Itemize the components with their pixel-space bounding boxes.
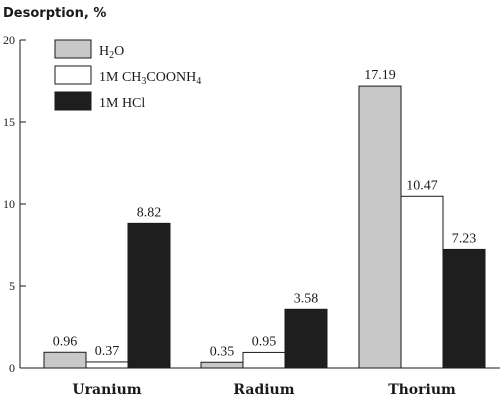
legend-swatch-ch3coonh4 — [54, 65, 92, 85]
legend-label-ch3coonh4: 1M CH3COONH4 — [99, 70, 201, 87]
y-axis-label: Desorption, % — [3, 6, 106, 21]
y-tick-label: 10 — [3, 197, 15, 211]
data-label-thorium-ch3coonh4: 10.47 — [406, 178, 438, 193]
data-label-radium-hcl: 3.58 — [294, 291, 319, 306]
data-label-thorium-hcl: 7.23 — [452, 231, 477, 246]
value-labels: 0.96 0.37 8.82 0.35 0.95 3.58 17.19 10.47 7.23 — [53, 68, 477, 359]
category-label-radium: Radium — [233, 382, 294, 398]
bar-radium-hcl — [284, 308, 328, 369]
bar-thorium-h2o — [358, 85, 402, 369]
bars — [43, 85, 486, 369]
y-tick-label: 5 — [9, 279, 15, 293]
y-ticks: 0 5 10 15 20 — [3, 33, 26, 375]
category-labels: Uranium Radium Thorium — [72, 382, 456, 398]
data-label-radium-ch3coonh4: 0.95 — [252, 334, 277, 349]
bar-radium-ch3coonh4 — [242, 351, 286, 369]
data-label-uranium-ch3coonh4: 0.37 — [95, 344, 120, 359]
data-label-uranium-h2o: 0.96 — [53, 334, 78, 349]
bar-uranium-ch3coonh4 — [85, 361, 129, 369]
legend-swatch-h2o — [54, 39, 92, 59]
y-tick-label: 20 — [3, 33, 15, 47]
bar-radium-h2o — [200, 361, 244, 369]
data-label-uranium-hcl: 8.82 — [137, 205, 162, 220]
y-tick-label: 15 — [3, 115, 15, 129]
bar-thorium-hcl — [442, 248, 486, 369]
y-tick-label: 0 — [9, 361, 15, 375]
bar-thorium-ch3coonh4 — [400, 195, 444, 369]
category-label-uranium: Uranium — [72, 382, 141, 398]
bar-uranium-h2o — [43, 351, 87, 369]
legend-label-hcl: 1M HCl — [99, 96, 145, 111]
category-label-thorium: Thorium — [388, 382, 456, 398]
bar-uranium-hcl — [127, 222, 171, 369]
legend-label-h2o: H2O — [99, 44, 124, 61]
data-label-thorium-h2o: 17.19 — [364, 68, 396, 83]
legend-swatch-hcl — [54, 91, 92, 111]
legend: H2O 1M CH3COONH4 1M HCl — [54, 39, 201, 111]
data-label-radium-h2o: 0.35 — [210, 344, 235, 359]
